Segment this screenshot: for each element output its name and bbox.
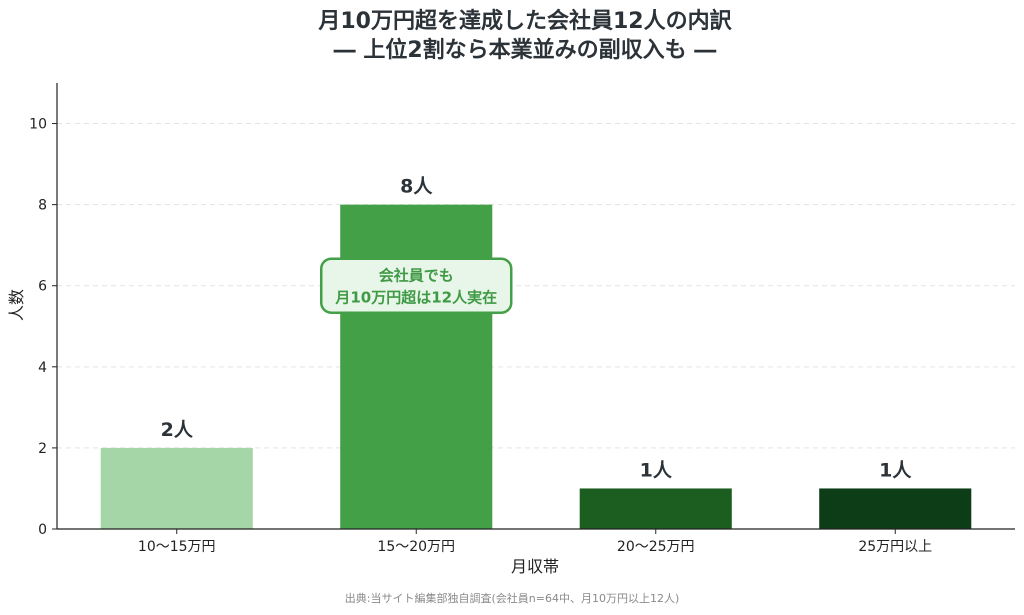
x-axis-label: 月収帯: [511, 557, 559, 576]
bar: [340, 204, 493, 530]
y-tick-label: 8: [38, 198, 47, 214]
bars: [100, 204, 972, 530]
y-axis-ticks: 0 2 4 6 8 10: [29, 117, 57, 538]
annotation-line-2: 月10万円超は12人実在: [334, 289, 497, 307]
chart-title: 月10万円超を達成した会社員12人の内訳: [317, 8, 732, 34]
y-tick-label: 0: [38, 522, 47, 538]
y-tick-label: 6: [38, 279, 47, 295]
grid-lines: [57, 123, 1015, 449]
y-axis-label: 人数: [7, 289, 26, 321]
x-tick-label: 25万円以上: [858, 539, 932, 555]
y-tick-label: 2: [38, 441, 47, 457]
bar: [819, 488, 972, 529]
bar-data-label: 8人: [400, 176, 433, 198]
chart-subtitle: ― 上位2割なら本業並みの副収入も ―: [334, 37, 717, 63]
annotation-callout: 会社員でも 月10万円超は12人実在: [320, 257, 513, 314]
x-tick-label: 10〜15万円: [138, 539, 216, 555]
source-note: 出典:当サイト編集部独自調査(会社員n=64中、月10万円以上12人): [345, 591, 679, 605]
annotation-box: [320, 257, 513, 314]
bar: [100, 447, 253, 529]
bar-data-label: 1人: [640, 459, 673, 481]
x-axis-ticks: 10〜15万円 15〜20万円 20〜25万円 25万円以上: [138, 529, 932, 555]
y-tick-label: 10: [29, 117, 47, 133]
x-tick-label: 15〜20万円: [377, 539, 455, 555]
data-labels: 2人 8人 1人 1人: [161, 176, 913, 482]
annotation-line-1: 会社員でも: [379, 267, 454, 285]
x-tick-label: 20〜25万円: [617, 539, 695, 555]
bar-data-label: 1人: [879, 459, 912, 481]
bar: [579, 488, 732, 529]
y-tick-label: 4: [38, 360, 47, 376]
bar-data-label: 2人: [161, 419, 194, 441]
